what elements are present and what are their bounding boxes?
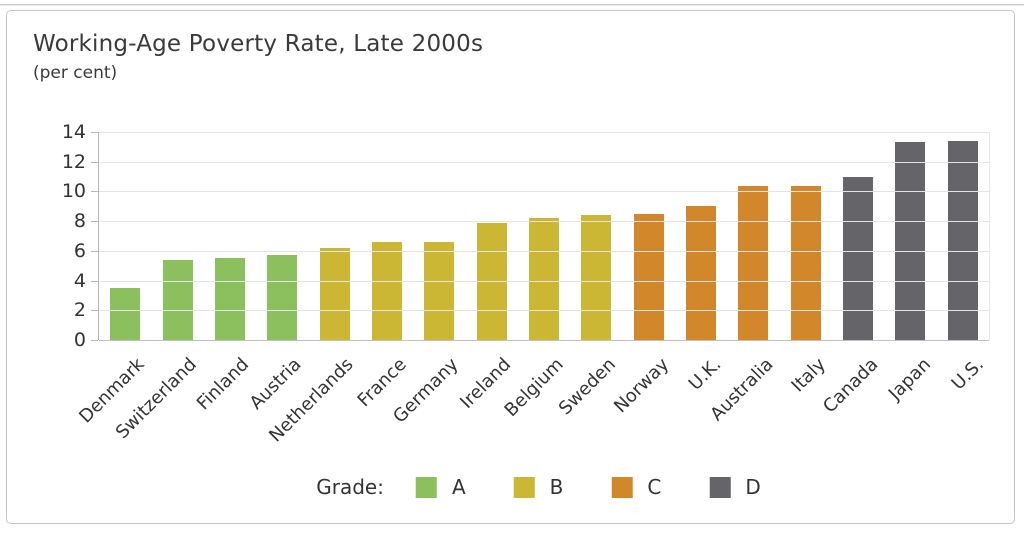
x-axis-labels: Denmark Switzerland Finland Austria Netherla… [75, 348, 990, 463]
y-tick-2 [91, 310, 98, 311]
y-tick-4 [91, 281, 98, 282]
bar-norway [633, 213, 664, 340]
y-tick-12 [91, 162, 98, 163]
x-axis-label-canada: Canada [819, 354, 883, 418]
bar-germany [424, 241, 455, 340]
bar-us [947, 140, 978, 340]
x-axis-label-us: U.S. [947, 354, 988, 395]
gridline-0 [99, 340, 989, 341]
legend-swatch-b [513, 476, 535, 498]
y-axis-label-2: 2 [73, 299, 86, 321]
x-axis-label-italy: Italy [787, 354, 831, 397]
legend-item-b: B [513, 475, 564, 499]
legend-item-d: D [709, 475, 761, 499]
bars-container [99, 132, 989, 340]
legend-swatch-d [709, 476, 731, 498]
y-tick-14 [91, 132, 98, 133]
y-axis-label-12: 12 [61, 151, 86, 173]
bar-australia [738, 185, 769, 340]
legend-items: A B C D [415, 475, 761, 499]
y-axis-label-8: 8 [73, 210, 86, 232]
bar-netherlands [319, 247, 350, 340]
x-axis-label-sweden: Sweden [555, 354, 621, 420]
gridline-10 [99, 191, 989, 192]
bar-canada [842, 176, 873, 340]
chart-subtitle: (per cent) [33, 63, 118, 83]
plot-area [91, 132, 990, 341]
bar-belgium [528, 218, 559, 340]
legend-title: Grade: [316, 475, 384, 499]
bar-austria [267, 255, 298, 340]
legend-item-c: C [611, 475, 661, 499]
legend-swatch-a [415, 476, 437, 498]
legend-text-d: D [745, 475, 761, 499]
y-tick-10 [91, 191, 98, 192]
legend-text-a: A [451, 475, 466, 499]
gridline-8 [99, 221, 989, 222]
y-axis-label-10: 10 [61, 180, 86, 202]
bar-switzerland [162, 259, 193, 340]
legend: Grade: A B C D [316, 475, 761, 499]
gridline-2 [99, 310, 989, 311]
y-axis-label-6: 6 [73, 240, 86, 262]
y-axis-label-0: 0 [73, 329, 86, 351]
bar-finland [214, 258, 245, 340]
x-axis-label-finland: Finland [192, 354, 254, 415]
bar-japan [895, 142, 926, 340]
gridline-12 [99, 162, 989, 163]
bar-uk [685, 206, 716, 340]
legend-item-a: A [415, 475, 466, 499]
gridline-14 [99, 132, 989, 133]
bar-sweden [581, 215, 612, 340]
legend-text-c: C [647, 475, 662, 499]
x-axis-label-uk: U.K. [684, 354, 726, 395]
y-axis-labels: 0 2 4 6 8 10 12 14 [22, 121, 86, 351]
bar-france [371, 241, 402, 340]
gridline-6 [99, 251, 989, 252]
x-axis-label-norway: Norway [609, 354, 673, 418]
legend-swatch-c [611, 476, 633, 498]
top-divider-line [0, 4, 1024, 6]
gridline-4 [99, 281, 989, 282]
y-axis-label-14: 14 [61, 121, 86, 143]
bar-denmark [110, 288, 141, 340]
y-tick-8 [91, 221, 98, 222]
y-tick-0 [91, 340, 98, 341]
y-tick-6 [91, 251, 98, 252]
x-axis-label-japan: Japan [884, 354, 936, 405]
y-axis-label-4: 4 [73, 270, 86, 292]
chart-card: Working-Age Poverty Rate, Late 2000s (pe… [6, 10, 1015, 524]
chart-title: Working-Age Poverty Rate, Late 2000s [33, 31, 484, 57]
legend-text-b: B [549, 475, 564, 499]
bar-italy [790, 185, 821, 340]
